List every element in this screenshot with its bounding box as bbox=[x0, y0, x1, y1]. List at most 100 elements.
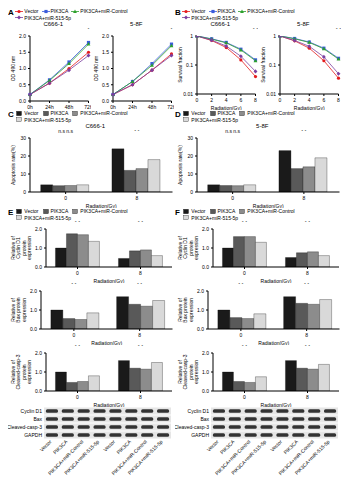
svg-text:1.0: 1.0 bbox=[197, 307, 204, 313]
svg-text:Apoptosis rate(%): Apoptosis rate(%) bbox=[10, 145, 16, 185]
svg-text:GAPDH: GAPDH bbox=[24, 432, 42, 438]
svg-text:0: 0 bbox=[76, 270, 79, 276]
svg-text:1.0: 1.0 bbox=[35, 245, 42, 251]
svg-text:0: 0 bbox=[76, 394, 79, 400]
svg-text:PIK3CA+miR-515-5p: PIK3CA+miR-515-5p bbox=[293, 438, 331, 476]
svg-text:8: 8 bbox=[135, 195, 138, 201]
svg-text:0: 0 bbox=[243, 270, 246, 276]
svg-text:Survival fraction: Survival fraction bbox=[260, 47, 266, 83]
svg-text:Cyclin D1: Cyclin D1 bbox=[21, 408, 43, 414]
svg-text:2.0: 2.0 bbox=[35, 226, 42, 232]
svg-text:Radiation(Gy): Radiation(Gy) bbox=[261, 402, 292, 407]
svg-text:* *: * * bbox=[242, 221, 247, 225]
svg-text:0: 0 bbox=[64, 195, 67, 201]
svg-text:30: 30 bbox=[187, 135, 193, 141]
svg-text:0: 0 bbox=[231, 195, 234, 201]
svg-text:0: 0 bbox=[243, 394, 246, 400]
svg-text:* *: * * bbox=[75, 345, 80, 349]
svg-text:0.1: 0.1 bbox=[269, 62, 276, 68]
svg-text:* *: * * bbox=[75, 221, 80, 225]
svg-text:2.0: 2.0 bbox=[102, 33, 109, 39]
svg-text:0: 0 bbox=[72, 332, 75, 338]
svg-text:2.0: 2.0 bbox=[202, 226, 209, 232]
svg-text:Cleaved-casp-3: Cleaved-casp-3 bbox=[8, 424, 42, 430]
svg-text:Relative ofBax proteinexpressi: Relative ofBax proteinexpression bbox=[177, 297, 194, 323]
svg-text:Relative ofCyclin D1proteinexp: Relative ofCyclin D1proteinexpression bbox=[10, 236, 32, 261]
svg-text:20: 20 bbox=[20, 153, 26, 159]
svg-text:0.0: 0.0 bbox=[197, 326, 204, 332]
svg-text:* *: * * bbox=[303, 283, 308, 287]
svg-text:1.0: 1.0 bbox=[30, 307, 37, 313]
svg-text:* *: * * bbox=[252, 28, 257, 32]
svg-text:2.0: 2.0 bbox=[197, 288, 204, 294]
svg-text:1.0: 1.0 bbox=[102, 65, 109, 71]
svg-text:* *: * * bbox=[238, 283, 243, 287]
svg-text:8: 8 bbox=[138, 332, 141, 338]
svg-text:0: 0 bbox=[239, 332, 242, 338]
svg-text:6: 6 bbox=[322, 97, 325, 103]
svg-text:4: 4 bbox=[224, 97, 227, 103]
svg-text:PIK3CA+miR-515-5p: PIK3CA+miR-515-5p bbox=[126, 438, 164, 476]
svg-text:Radiation(Gy): Radiation(Gy) bbox=[258, 340, 289, 345]
svg-text:8: 8 bbox=[302, 195, 305, 201]
svg-text:72h: 72h bbox=[167, 104, 174, 110]
svg-text:Radiation(Gy): Radiation(Gy) bbox=[252, 203, 283, 208]
svg-text:8: 8 bbox=[305, 332, 308, 338]
svg-text:OD 490 nm: OD 490 nm bbox=[93, 56, 99, 82]
svg-text:Vector: Vector bbox=[102, 438, 117, 453]
svg-text:Vector: Vector bbox=[269, 438, 284, 453]
svg-text:2: 2 bbox=[293, 97, 296, 103]
svg-text:0.1: 0.1 bbox=[186, 62, 193, 68]
svg-text:* *: * * bbox=[301, 130, 306, 134]
svg-text:8: 8 bbox=[139, 394, 142, 400]
svg-text:* *: * * bbox=[305, 221, 310, 225]
svg-text:2.0: 2.0 bbox=[19, 33, 26, 39]
svg-text:* *: * * bbox=[138, 221, 143, 225]
svg-text:0h: 0h bbox=[27, 104, 33, 110]
svg-text:PIK3CA+miR-515-5p: PIK3CA+miR-515-5p bbox=[63, 438, 101, 476]
svg-text:* *: * * bbox=[71, 283, 76, 287]
svg-text:* *: * * bbox=[136, 283, 141, 287]
svg-text:PIK3CA+miR-515-5p: PIK3CA+miR-515-5p bbox=[230, 438, 268, 476]
svg-text:1.0: 1.0 bbox=[202, 245, 209, 251]
svg-text:Radiation(Gy): Radiation(Gy) bbox=[94, 402, 125, 407]
svg-text:* *: * * bbox=[242, 345, 247, 349]
svg-text:2.0: 2.0 bbox=[30, 288, 37, 294]
svg-text:0.0: 0.0 bbox=[102, 98, 109, 104]
svg-text:Vector: Vector bbox=[38, 438, 53, 453]
svg-text:8: 8 bbox=[306, 394, 309, 400]
svg-text:1.0: 1.0 bbox=[35, 369, 42, 375]
svg-text:Apoptosis rate(%): Apoptosis rate(%) bbox=[177, 145, 183, 185]
svg-text:* *: * * bbox=[305, 345, 310, 349]
svg-text:Bax: Bax bbox=[33, 416, 42, 422]
svg-text:48h: 48h bbox=[147, 104, 156, 110]
svg-text:20: 20 bbox=[187, 153, 193, 159]
svg-text:*: * bbox=[87, 28, 89, 32]
svg-text:48h: 48h bbox=[64, 104, 73, 110]
svg-text:2.0: 2.0 bbox=[35, 350, 42, 356]
svg-text:0: 0 bbox=[278, 97, 281, 103]
svg-text:Relative ofCleaved-casp-3prote: Relative ofCleaved-casp-3proteinexpressi… bbox=[10, 354, 32, 389]
svg-text:0.5: 0.5 bbox=[19, 82, 26, 88]
svg-text:n.s n.s: n.s n.s bbox=[225, 130, 240, 134]
svg-text:0: 0 bbox=[195, 97, 198, 103]
svg-text:24h: 24h bbox=[128, 104, 137, 110]
svg-text:30: 30 bbox=[20, 135, 26, 141]
svg-text:8: 8 bbox=[254, 97, 257, 103]
svg-text:1.0: 1.0 bbox=[19, 65, 26, 71]
svg-text:6: 6 bbox=[239, 97, 242, 103]
svg-text:Relative ofCleaved-casp-3prote: Relative ofCleaved-casp-3proteinexpressi… bbox=[177, 354, 199, 389]
svg-text:2.0: 2.0 bbox=[202, 350, 209, 356]
svg-text:0.5: 0.5 bbox=[102, 82, 109, 88]
svg-text:0.0: 0.0 bbox=[19, 98, 26, 104]
svg-text:Survival fraction: Survival fraction bbox=[177, 47, 183, 83]
svg-text:0.01: 0.01 bbox=[183, 91, 193, 97]
svg-text:10: 10 bbox=[20, 171, 26, 177]
svg-text:OD 490 nm: OD 490 nm bbox=[10, 56, 16, 82]
svg-text:Cyclin D1: Cyclin D1 bbox=[188, 408, 210, 414]
svg-text:*: * bbox=[170, 28, 172, 32]
svg-text:0.01: 0.01 bbox=[266, 91, 276, 97]
svg-text:Radiation(Gy): Radiation(Gy) bbox=[293, 105, 324, 110]
svg-text:0.0: 0.0 bbox=[35, 264, 42, 270]
svg-text:1: 1 bbox=[273, 33, 276, 39]
